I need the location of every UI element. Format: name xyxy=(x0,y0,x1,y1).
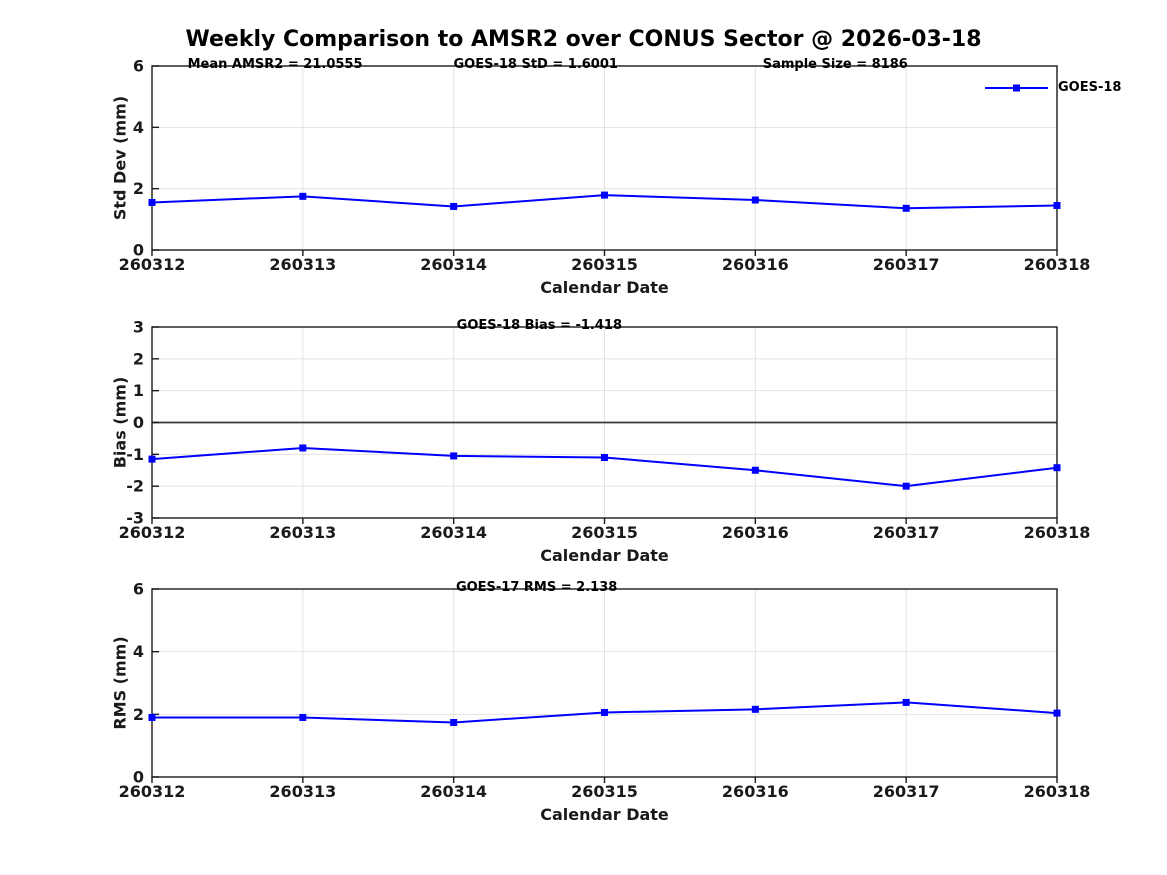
series-marker-icon xyxy=(299,444,307,452)
series-marker-icon xyxy=(450,202,458,210)
series-marker-icon xyxy=(601,191,608,199)
x-tick-label: 260316 xyxy=(722,782,789,801)
x-tick-label: 260312 xyxy=(119,255,186,274)
series-marker-icon xyxy=(299,192,307,200)
series-markers xyxy=(148,191,1061,212)
annotation: Mean AMSR2 = 21.0555 xyxy=(188,57,363,72)
x-tick-label: 260313 xyxy=(269,523,336,542)
series-markers xyxy=(148,444,1061,490)
series-marker-icon xyxy=(601,454,608,462)
chart-2: 260312 260313 260314 260315 260316 260317 2603… xyxy=(111,318,1091,566)
y-tick-label: 6 xyxy=(133,580,144,599)
series-marker-icon xyxy=(902,204,910,212)
gridlines xyxy=(151,65,1058,251)
series-marker-icon xyxy=(148,713,156,721)
x-tick-labels: 260312 260313 260314 260315 260316 260317 2603… xyxy=(119,255,1091,274)
series-marker-icon xyxy=(450,718,458,726)
series-marker-icon xyxy=(299,713,307,721)
series-marker-icon xyxy=(601,708,608,716)
y-tick-labels: 0 2 4 6 xyxy=(133,580,144,787)
y-tick-label: 2 xyxy=(133,705,144,724)
x-tick-labels: 260312 260313 260314 260315 260316 260317 2603… xyxy=(119,523,1091,542)
annotation: GOES-17 RMS = 2.138 xyxy=(456,580,617,595)
series-markers xyxy=(148,698,1061,726)
annotation: GOES-18 StD = 1.6001 xyxy=(453,57,617,72)
legend: GOES-18 xyxy=(984,80,1121,95)
y-tick-label: 2 xyxy=(133,349,144,368)
series-marker-icon xyxy=(450,452,458,460)
series-marker-icon xyxy=(148,455,156,463)
x-tick-label: 260312 xyxy=(119,782,186,801)
series-marker-icon xyxy=(1053,464,1061,472)
y-tick-label: 0 xyxy=(133,241,144,260)
x-tick-label: 260317 xyxy=(873,782,940,801)
y-axis-title: Std Dev (mm) xyxy=(111,96,130,220)
x-tick-label: 260317 xyxy=(873,255,940,274)
series-marker-icon xyxy=(148,198,156,206)
y-tick-label: 3 xyxy=(133,318,144,337)
x-axis-title: Calendar Date xyxy=(540,546,669,565)
chart-1: 260312 260313 260314 260315 260316 260317 2603… xyxy=(111,57,1091,298)
y-tick-labels: 0 2 4 6 xyxy=(133,57,144,260)
series-marker-icon xyxy=(1053,709,1061,717)
y-tick-label: 4 xyxy=(133,118,144,137)
series-marker-icon xyxy=(751,466,759,474)
x-tick-label: 260315 xyxy=(571,255,638,274)
legend-line-sample xyxy=(985,84,1048,91)
x-tick-label: 260318 xyxy=(1024,523,1091,542)
tick-marks xyxy=(151,326,1058,524)
y-tick-label: 6 xyxy=(133,57,144,76)
annotation: GOES-18 Bias = -1.418 xyxy=(457,318,622,333)
x-tick-label: 260312 xyxy=(119,523,186,542)
x-axis-title: Calendar Date xyxy=(540,278,669,297)
series-marker-icon xyxy=(1053,202,1061,210)
gridlines xyxy=(151,588,1058,778)
x-tick-label: 260315 xyxy=(571,782,638,801)
x-tick-label: 260314 xyxy=(420,782,487,801)
x-tick-label: 260317 xyxy=(873,523,940,542)
y-tick-label: 0 xyxy=(133,413,144,432)
x-tick-label: 260318 xyxy=(1024,782,1091,801)
x-axis-title: Calendar Date xyxy=(540,805,669,824)
x-tick-label: 260316 xyxy=(722,523,789,542)
legend-label: GOES-18 xyxy=(1058,80,1122,95)
series-marker-icon xyxy=(751,196,759,204)
series-marker-icon xyxy=(902,698,910,706)
y-tick-label: 1 xyxy=(133,381,144,400)
y-axis-title: RMS (mm) xyxy=(111,636,130,729)
y-tick-label: 0 xyxy=(133,768,144,787)
y-axis-title: Bias (mm) xyxy=(111,377,130,469)
annotation: Sample Size = 8186 xyxy=(763,57,908,72)
legend-marker-icon xyxy=(1013,84,1020,91)
figure-title: Weekly Comparison to AMSR2 over CONUS Se… xyxy=(185,27,982,52)
x-tick-label: 260314 xyxy=(420,255,487,274)
tick-marks xyxy=(151,65,1058,256)
x-tick-label: 260316 xyxy=(722,255,789,274)
y-tick-labels: -3 -2 -1 0 1 2 3 xyxy=(126,318,144,528)
series-marker-icon xyxy=(902,482,910,490)
y-tick-label: -2 xyxy=(126,477,144,496)
x-tick-label: 260318 xyxy=(1024,255,1091,274)
y-tick-label: -3 xyxy=(126,509,144,528)
chart-3: 260312 260313 260314 260315 260316 260317 2603… xyxy=(111,580,1091,825)
series-marker-icon xyxy=(751,705,759,713)
y-tick-label: 4 xyxy=(133,642,144,661)
x-tick-label: 260313 xyxy=(269,782,336,801)
x-tick-labels: 260312 260313 260314 260315 260316 260317 2603… xyxy=(119,782,1091,801)
y-tick-label: 2 xyxy=(133,179,144,198)
x-tick-label: 260313 xyxy=(269,255,336,274)
y-tick-label: -1 xyxy=(126,445,144,464)
x-tick-label: 260315 xyxy=(571,523,638,542)
x-tick-label: 260314 xyxy=(420,523,487,542)
